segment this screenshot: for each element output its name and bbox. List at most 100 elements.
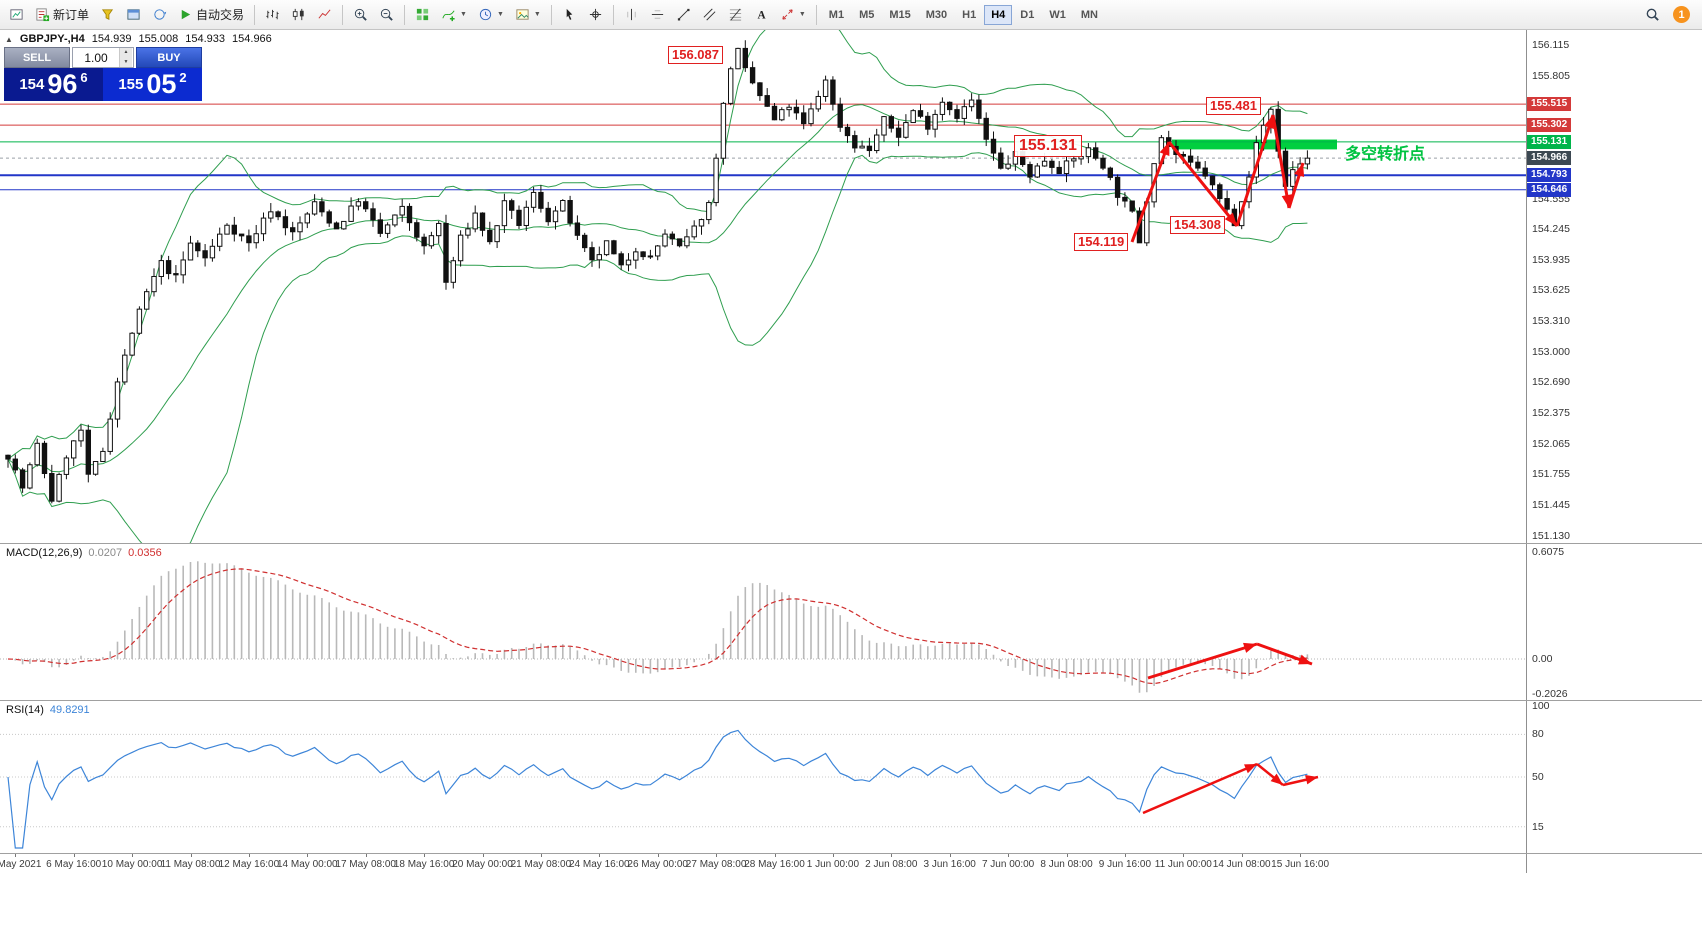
periods-button[interactable]: ▼: [473, 3, 509, 27]
price-axis-separator: [1526, 544, 1527, 700]
trend-arrows: [1130, 114, 1305, 243]
rsi-label: RSI(14) 49.8291: [6, 704, 90, 716]
vertical-line-tool-button[interactable]: [619, 3, 644, 27]
bar-chart-mode-button[interactable]: [260, 3, 285, 27]
timeframe-mn-button[interactable]: MN: [1074, 5, 1105, 25]
volume-up-button[interactable]: ▲: [120, 48, 132, 58]
fibonacci-tool-button[interactable]: [723, 3, 748, 27]
time-tick: [1066, 854, 1068, 857]
main-chart[interactable]: [0, 30, 1526, 543]
toolbar-separator: [550, 4, 552, 25]
svg-text:A: A: [757, 10, 766, 22]
zoom-in-button[interactable]: [348, 3, 373, 27]
text-icon: A: [757, 10, 766, 22]
volume-down-button[interactable]: ▼: [120, 57, 132, 67]
sell-button[interactable]: SELL: [4, 47, 70, 68]
line-chart-mode-button[interactable]: [312, 3, 337, 27]
notification-badge[interactable]: 1: [1673, 6, 1690, 23]
tile-windows-button[interactable]: [410, 3, 435, 27]
time-axis-label: 24 May 16:00: [568, 859, 630, 870]
crosshair-icon: [589, 8, 601, 21]
time-tick: [424, 854, 426, 857]
channel-tool-button[interactable]: [697, 3, 722, 27]
templates-button[interactable]: ▼: [510, 3, 546, 27]
chevron-down-icon: ▼: [533, 11, 541, 18]
candlestick-series: [5, 40, 1311, 504]
buy-price[interactable]: 155 05 2: [103, 68, 202, 101]
price-axis-label: 156.115: [1532, 39, 1570, 51]
price-annotation: 154.119: [1074, 233, 1129, 251]
horizontal-line-tool-button[interactable]: [645, 3, 670, 27]
price-axis-label: 155.805: [1532, 69, 1570, 82]
time-axis-label: 15 Jun 16:00: [1271, 859, 1330, 870]
timeframe-m30-button[interactable]: M30: [919, 5, 954, 25]
price-axis-label: 152.065: [1532, 437, 1570, 450]
time-axis-label: 20 May 00:00: [452, 859, 513, 870]
price-axis-label: 153.000: [1532, 345, 1570, 358]
auto-trading-button[interactable]: 自动交易: [173, 3, 249, 27]
cursor-tool-button[interactable]: [557, 3, 582, 27]
macd-main-value: 0.0207: [88, 547, 123, 559]
price-axis-label: 154.245: [1532, 223, 1570, 236]
indicators-button[interactable]: ▼: [436, 3, 472, 27]
time-tick: [657, 854, 659, 857]
price-axis-label: 151.755: [1532, 468, 1570, 481]
time-axis-label: 7 Jun 00:00: [981, 859, 1035, 870]
time-axis-label: 5 May 2021: [0, 859, 42, 870]
time-axis-label: 14 Jun 08:00: [1212, 859, 1271, 870]
time-axis-label: 3 Jun 16:00: [923, 859, 976, 870]
time-tick: [132, 854, 134, 857]
rsi-chart[interactable]: [0, 701, 1526, 854]
timeframe-m5-button[interactable]: M5: [852, 5, 881, 25]
timeframe-d1-button[interactable]: D1: [1013, 5, 1041, 25]
quote-line: ▲ GBPJPY-,H4 154.939 155.008 154.933 154…: [5, 33, 272, 45]
trendline-tool-button[interactable]: [671, 3, 696, 27]
main-chart-panel: 156.115 155.805 154.555 154.245 153.935 153.6…: [0, 30, 1702, 543]
chevron-down-icon: ▼: [798, 11, 806, 18]
time-tick: [190, 854, 192, 857]
clock-icon: [479, 8, 492, 21]
channel-icon: [703, 8, 716, 21]
timeframe-m1-button[interactable]: M1: [822, 5, 851, 25]
timeframe-m15-button[interactable]: M15: [882, 5, 917, 25]
rsi-axis-label: 15: [1532, 820, 1544, 833]
text-tool-button[interactable]: A: [749, 3, 774, 27]
price-axis-separator: [1526, 701, 1527, 853]
buy-button[interactable]: BUY: [136, 47, 202, 68]
rsi-axis-label: 100: [1532, 700, 1550, 712]
quote-close: 154.966: [232, 33, 272, 45]
rsi-axis-label: 50: [1532, 771, 1544, 783]
sell-price[interactable]: 154 96 6: [4, 68, 103, 101]
timeframe-w1-button[interactable]: W1: [1042, 5, 1073, 25]
new-order-button[interactable]: 新订单: [30, 3, 94, 27]
timeframe-h4-button[interactable]: H4: [984, 4, 1013, 25]
time-tick: [1183, 854, 1185, 857]
crosshair-tool-button[interactable]: [583, 3, 608, 27]
time-tick: [1124, 854, 1126, 857]
new-chart-button[interactable]: [4, 3, 29, 27]
time-tick: [15, 854, 17, 857]
price-tag: 154.646: [1527, 182, 1572, 197]
chart-window-icon[interactable]: [121, 3, 146, 27]
search-icon: [1646, 8, 1659, 21]
refresh-icon: [154, 9, 167, 20]
indicator-icon: [442, 10, 455, 22]
styles-icon[interactable]: [95, 3, 120, 27]
volume-input[interactable]: [73, 48, 119, 67]
collapse-trade-panel-icon[interactable]: ▲: [5, 34, 13, 44]
timeframe-h1-button[interactable]: H1: [955, 5, 983, 25]
time-tick: [1008, 854, 1010, 857]
toolbar-separator: [342, 4, 344, 25]
macd-chart[interactable]: [0, 544, 1526, 701]
zoom-out-button[interactable]: [374, 3, 399, 27]
search-button[interactable]: [1640, 3, 1665, 27]
time-tick: [307, 854, 309, 857]
time-axis-label: 26 May 00:00: [627, 859, 688, 870]
candlestick-mode-button[interactable]: [286, 3, 311, 27]
toolbar: 新订单 自动交易 ▼ ▼ ▼ A ▼ M1 M5 M15 M30 H1 H4 D1 W1 MN 1: [0, 0, 1702, 30]
time-axis-label: 8 Jun 08:00: [1040, 859, 1093, 870]
refresh-icon[interactable]: [147, 3, 172, 27]
arrows-tool-button[interactable]: ▼: [775, 3, 811, 27]
price-annotation: 155.131: [1014, 135, 1082, 157]
